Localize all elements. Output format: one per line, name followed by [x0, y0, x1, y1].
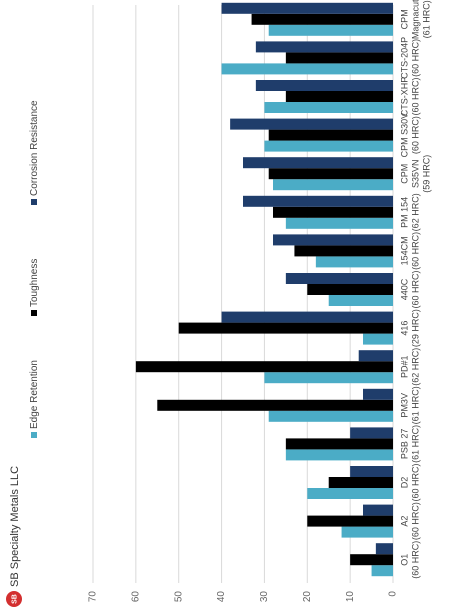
- bar: [243, 157, 393, 169]
- legend-label: Toughness: [29, 259, 40, 307]
- x-tick-label: CPM: [399, 164, 409, 184]
- x-tick-label: A2: [399, 516, 409, 527]
- bar: [341, 526, 394, 538]
- x-tick-label: CTS-XHP: [399, 77, 409, 117]
- bar: [178, 322, 393, 334]
- x-tick-label: (61 HRC): [410, 425, 420, 463]
- x-tick-label: (60 HRC): [410, 116, 420, 154]
- bar: [363, 333, 393, 345]
- y-tick-label: 0: [388, 591, 399, 597]
- bar: [285, 91, 394, 102]
- bar: [255, 80, 393, 91]
- bar: [268, 129, 394, 141]
- legend-swatch: [31, 199, 37, 205]
- x-tick-label: CTS-204P: [399, 37, 409, 79]
- bar: [375, 543, 394, 555]
- bar: [264, 140, 393, 152]
- y-tick-label: 70: [88, 591, 99, 603]
- bar: [363, 504, 393, 516]
- bar: [273, 206, 393, 218]
- bar: [358, 350, 394, 362]
- bar: [328, 295, 394, 306]
- legend-swatch: [31, 432, 37, 438]
- x-tick-label: (60 HRC): [410, 270, 420, 308]
- bar: [243, 195, 393, 207]
- bar: [251, 13, 393, 25]
- y-tick-label: 50: [173, 591, 184, 603]
- bar: [273, 234, 393, 246]
- y-tick-label: 60: [130, 591, 141, 603]
- bar: [135, 361, 393, 373]
- x-tick-label: (60 HRC): [410, 39, 420, 77]
- x-tick-label: (60 HRC): [410, 232, 420, 270]
- bar: [157, 399, 393, 411]
- bar: [268, 410, 394, 422]
- rotated-chart: SB SB Specialty Metals LLC 0 10 20 30 40 50 60…: [6, 0, 431, 607]
- bar: [264, 102, 393, 113]
- bar: [307, 515, 393, 527]
- x-tick-label: (59 HRC): [421, 155, 431, 193]
- x-tick-label: (62 HRC): [410, 193, 420, 231]
- legend-label: Edge Retention: [29, 360, 40, 429]
- x-tick-label: 416: [399, 321, 409, 336]
- bar: [285, 449, 394, 461]
- legend-swatch: [31, 310, 37, 316]
- bar: [221, 311, 393, 323]
- bar: [363, 388, 393, 400]
- bar: [350, 554, 393, 566]
- bar: [268, 168, 394, 180]
- x-tick-label: (29 HRC): [410, 309, 420, 347]
- bar: [350, 466, 393, 477]
- x-tick-label: PM 154: [399, 197, 409, 228]
- x-tick-label: CPM S30V: [399, 113, 409, 158]
- x-tick-label: (60 HRC): [410, 541, 420, 579]
- bar: [285, 273, 394, 284]
- bar: [350, 427, 393, 439]
- bar: [307, 284, 393, 295]
- x-tick-label: Magnacut: [410, 0, 420, 39]
- bar: [294, 245, 393, 257]
- bar: [328, 477, 394, 488]
- bar: [264, 372, 393, 384]
- x-tick-label: PD#1: [399, 355, 409, 378]
- bar: [255, 41, 393, 53]
- x-tick-label: (60 HRC): [410, 463, 420, 501]
- bar: [285, 217, 394, 229]
- logo-badge: [6, 591, 22, 607]
- y-tick-label: 10: [345, 591, 356, 603]
- bar: [315, 256, 394, 268]
- y-tick-label: 20: [302, 591, 313, 603]
- bar: [221, 63, 393, 75]
- x-tick-label: 440C: [399, 278, 409, 300]
- x-tick-label: S35VN: [410, 159, 420, 188]
- logo-mark: SB: [11, 594, 18, 604]
- legend-label: Corrosion Resistance: [29, 100, 40, 196]
- x-tick-label: (60 HRC): [410, 77, 420, 115]
- logo-text: SB Specialty Metals LLC: [9, 466, 21, 587]
- bar: [285, 52, 394, 64]
- x-tick-label: (62 HRC): [410, 348, 420, 386]
- x-tick-label: D2: [399, 477, 409, 489]
- bar: [371, 565, 394, 577]
- x-tick-label: (61 HRC): [410, 386, 420, 424]
- bar: [285, 438, 394, 450]
- x-tick-label: O1: [399, 554, 409, 566]
- bar: [307, 488, 393, 499]
- y-tick-label: 40: [216, 591, 227, 603]
- bar: [221, 2, 393, 14]
- x-tick-label: PM3V: [399, 393, 409, 418]
- x-tick-label: 154CM: [399, 236, 409, 265]
- x-tick-label: (60 HRC): [410, 502, 420, 540]
- x-tick-label: PSB 27: [399, 429, 409, 460]
- bar: [230, 118, 393, 130]
- x-tick-label: (61 HRC): [421, 0, 431, 38]
- x-tick-label: CPM: [399, 9, 409, 29]
- bar: [268, 24, 394, 36]
- y-tick-label: 30: [259, 591, 270, 603]
- bar: [273, 179, 393, 191]
